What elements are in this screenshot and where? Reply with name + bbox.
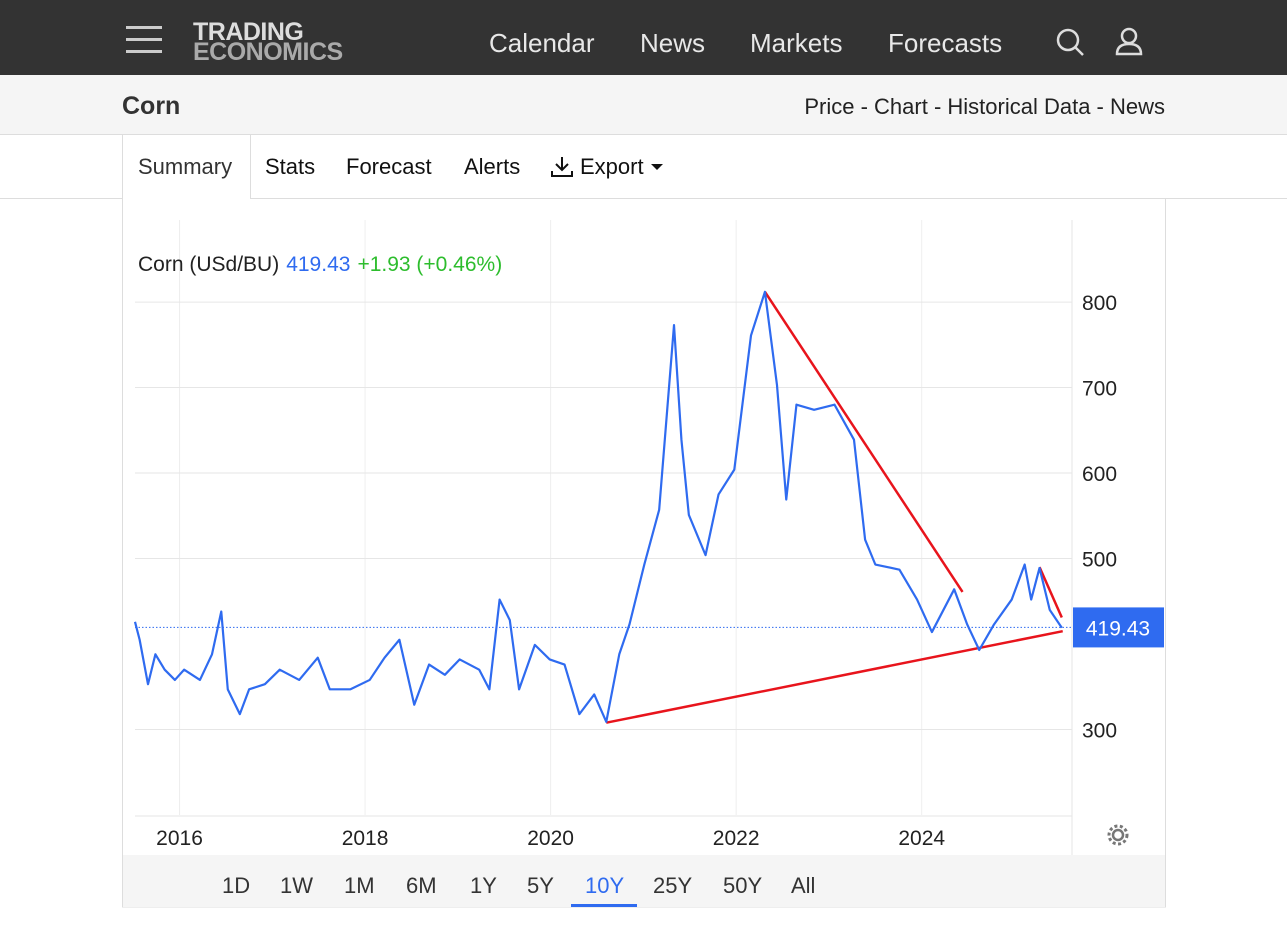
nav-link[interactable]: Calendar [489,28,595,58]
range-button[interactable]: 10Y [585,873,624,898]
tab[interactable]: Summary [138,154,233,179]
tab-bar: Summary Stats Forecast Alerts Export [0,135,1287,199]
trendline [606,629,1063,724]
y-tick-label: 800 [1082,292,1117,315]
page-title: Corn [122,92,181,120]
tab[interactable]: Stats [265,154,316,179]
range-button[interactable]: 6M [406,873,437,898]
tab[interactable]: Export [580,154,644,179]
page-links[interactable]: Price - Chart - Historical Data - News [804,94,1165,119]
range-button[interactable]: 1M [344,873,375,898]
x-tick-label: 2022 [713,827,760,850]
dropdown-caret [651,164,663,170]
logo[interactable]: ECONOMICS [193,38,343,66]
legend: Corn (USd/BU) 419.43 +1.93 (+0.46%) [138,253,502,276]
trendline [763,291,964,593]
chart-frame [122,197,1166,908]
export-icon[interactable] [550,155,576,179]
y-tick-label: 300 [1082,720,1117,743]
user-icon[interactable] [1115,26,1145,58]
range-button[interactable]: 1Y [470,873,497,898]
price-line [133,290,1063,723]
trendline [1038,566,1063,619]
menu-icon[interactable] [126,26,164,54]
x-tick-label: 2016 [156,827,203,850]
logo[interactable]: TRADING [193,18,304,46]
nav-link[interactable]: Forecasts [888,28,1003,58]
range-button[interactable]: 1W [280,873,313,898]
nav-link[interactable]: Markets [750,28,843,58]
last-price-label: 419.43 [1086,617,1150,640]
settings-icon[interactable] [1107,824,1129,846]
x-tick-label: 2024 [898,827,945,850]
y-tick-label: 500 [1082,549,1117,572]
y-tick-label: 700 [1082,378,1117,401]
x-tick-label: 2018 [342,827,389,850]
legend-name: Corn (USd/BU) [138,253,279,276]
range-underline [571,904,637,907]
tab[interactable]: Alerts [464,154,521,179]
tab[interactable]: Forecast [346,154,432,179]
last-price-box [1073,607,1164,648]
range-button[interactable]: 25Y [653,873,692,898]
search-icon[interactable] [1055,27,1087,59]
active-tab [122,135,251,199]
range-button[interactable]: 1D [222,873,250,898]
range-button[interactable]: All [791,873,815,898]
y-tick-label: 600 [1082,463,1117,486]
legend-value: 419.43 [286,253,350,276]
x-tick-label: 2020 [527,827,574,850]
sub-header: Corn Price - Chart - Historical Data - N… [0,75,1287,135]
nav-link[interactable]: News [640,28,706,58]
range-bar [123,855,1165,907]
top-bar: TRADING ECONOMICS Calendar News Markets … [0,0,1287,75]
range-button[interactable]: 5Y [527,873,554,898]
range-button[interactable]: 50Y [723,873,762,898]
legend-change: +1.93 (+0.46%) [357,253,502,276]
